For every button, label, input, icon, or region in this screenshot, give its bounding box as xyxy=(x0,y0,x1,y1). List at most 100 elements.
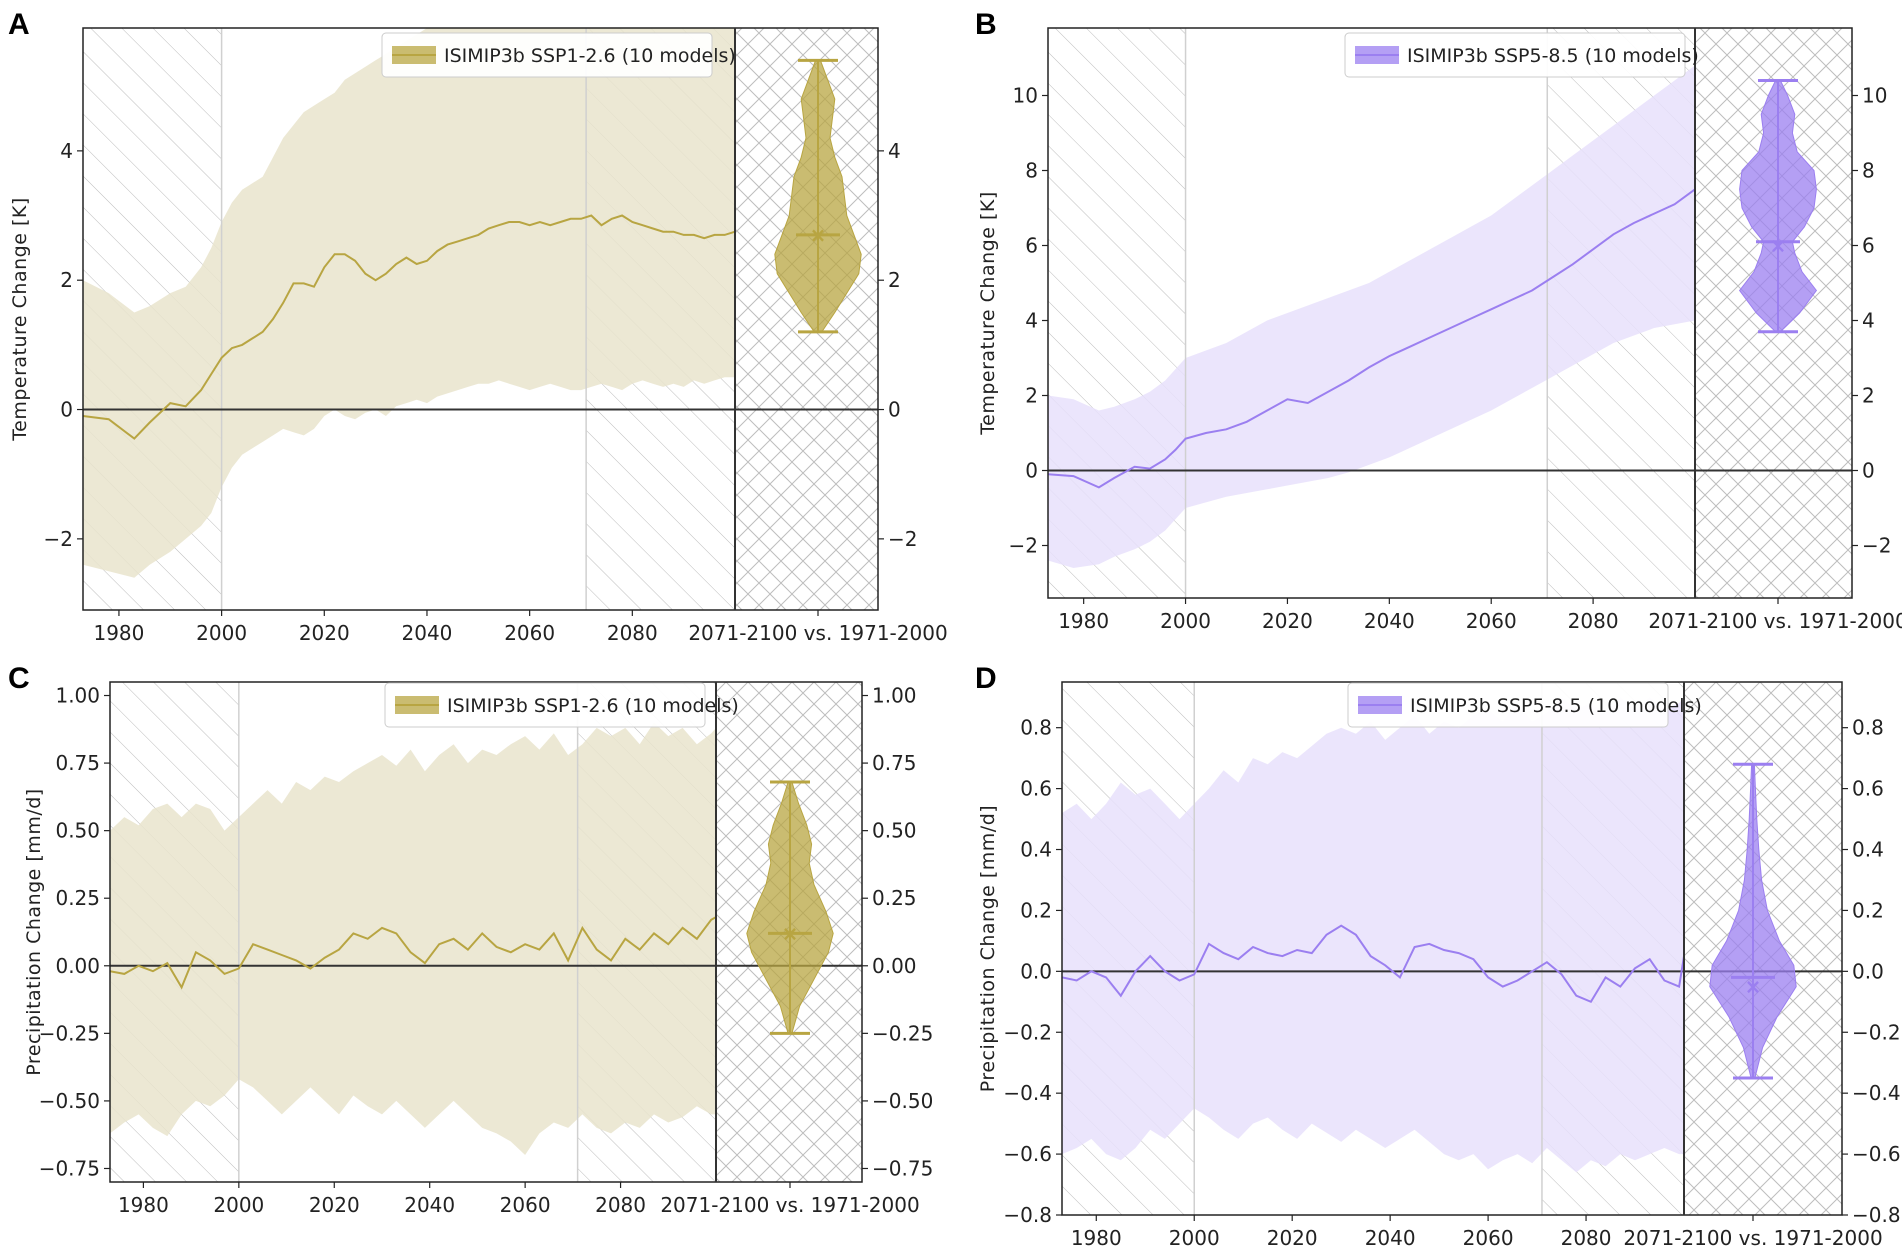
x-tick-label: 2000 xyxy=(196,621,247,645)
comparison-label: 2071-2100 vs. 1971-2000 xyxy=(660,1193,919,1217)
x-tick-label: 2000 xyxy=(1169,1226,1220,1250)
axes-frame xyxy=(1047,27,1853,599)
plot-area xyxy=(1062,682,1842,1215)
x-tick-label: 2080 xyxy=(1561,1226,1612,1250)
y-tick-label-right: −0.2 xyxy=(1852,1020,1901,1044)
y-tick-label-right: −0.75 xyxy=(872,1156,933,1180)
legend-box xyxy=(381,32,713,78)
x-tick-label: 2000 xyxy=(1160,609,1211,633)
uncertainty-band xyxy=(1062,697,1684,1173)
y-tick-label: −2 xyxy=(44,527,73,551)
comparison-label: 2071-2100 vs. 1971-2000 xyxy=(1648,609,1902,633)
y-tick-label: 0.6 xyxy=(1020,777,1052,801)
x-tick-label: 1980 xyxy=(1071,1226,1122,1250)
y-tick-label: 0.8 xyxy=(1020,716,1052,740)
y-tick-label: 6 xyxy=(1025,234,1038,258)
x-tick-label: 2020 xyxy=(1262,609,1313,633)
y-tick-label-right: 0 xyxy=(1862,459,1875,483)
plot-area xyxy=(83,28,878,610)
y-tick-label-right: −2 xyxy=(888,527,917,551)
comparison-label: 2071-2100 vs. 1971-2000 xyxy=(688,621,947,645)
y-tick-label-right: −0.50 xyxy=(872,1089,933,1113)
violin-mean-marker: × xyxy=(782,921,799,945)
y-tick-label: −2 xyxy=(1009,534,1038,558)
y-axis-title: Precipitation Change [mm/d] xyxy=(23,788,45,1075)
panel-a: ×1980 2000 2020 2040 2060 2080 2071-2100 vs. 1… xyxy=(8,8,948,645)
legend: ISIMIP3b SSP1-2.6 (10 models) xyxy=(384,682,739,728)
y-tick-label: 0.50 xyxy=(55,819,100,843)
panel-label: D xyxy=(975,662,997,695)
ensemble-mean-line xyxy=(1062,924,1685,1004)
y-tick-label-right: 0.50 xyxy=(872,819,917,843)
x-tick-label: 1980 xyxy=(118,1193,169,1217)
y-tick-label-right: 4 xyxy=(1862,309,1875,333)
y-tick-label-right: 10 xyxy=(1862,84,1887,108)
legend-box xyxy=(1344,32,1686,78)
legend-label: ISIMIP3b SSP5-8.5 (10 models) xyxy=(1410,695,1702,717)
y-tick-label-right: 0.00 xyxy=(872,954,917,978)
y-tick-label: −0.75 xyxy=(39,1156,100,1180)
x-tick-label: 2020 xyxy=(309,1193,360,1217)
x-tick-label: 1980 xyxy=(1058,609,1109,633)
y-tick-label: −0.25 xyxy=(39,1021,100,1045)
panel-label: A xyxy=(8,8,30,41)
y-tick-label: 0.25 xyxy=(55,886,100,910)
y-tick-label: −0.8 xyxy=(1003,1203,1052,1227)
x-tick-label: 2000 xyxy=(213,1193,264,1217)
y-tick-label-right: −0.4 xyxy=(1852,1081,1901,1105)
axes-frame xyxy=(1061,681,1843,1216)
y-tick-label-right: 0.6 xyxy=(1852,777,1884,801)
y-axis-title: Temperature Change [K] xyxy=(9,197,31,441)
legend: ISIMIP3b SSP5-8.5 (10 models) xyxy=(1347,682,1702,728)
legend-box xyxy=(1347,682,1669,728)
y-tick-label: 0.75 xyxy=(55,751,100,775)
legend-box xyxy=(384,682,706,728)
ensemble-mean-line xyxy=(83,214,736,440)
y-tick-label: 10 xyxy=(1013,84,1038,108)
y-tick-label: 0.4 xyxy=(1020,838,1052,862)
y-tick-label: −0.2 xyxy=(1003,1020,1052,1044)
axes-frame xyxy=(109,681,863,1183)
x-tick-label: 2040 xyxy=(404,1193,455,1217)
y-tick-label-right: 1.00 xyxy=(872,684,917,708)
y-tick-label-right: 0.0 xyxy=(1852,959,1884,983)
y-tick-label-right: 2 xyxy=(888,268,901,292)
legend-label: ISIMIP3b SSP1-2.6 (10 models) xyxy=(444,45,736,67)
y-axis-title: Temperature Change [K] xyxy=(977,191,999,435)
y-tick-label: −0.4 xyxy=(1003,1081,1052,1105)
x-tick-label: 2080 xyxy=(595,1193,646,1217)
legend-label: ISIMIP3b SSP1-2.6 (10 models) xyxy=(447,695,739,717)
y-tick-label: 0.00 xyxy=(55,954,100,978)
x-tick-label: 1980 xyxy=(93,621,144,645)
y-tick-label: 4 xyxy=(60,139,73,163)
y-tick-label: 0 xyxy=(60,398,73,422)
y-axis-title: Precipitation Change [mm/d] xyxy=(977,805,999,1092)
y-tick-label-right: −0.6 xyxy=(1852,1142,1901,1166)
y-tick-label: 0 xyxy=(1025,459,1038,483)
panel-c: × 1980 2000 2020 2040 2060 2080 2071-2100 vs. 1… xyxy=(8,662,933,1217)
violin-mean-marker: × xyxy=(1745,975,1762,999)
uncertainty-band xyxy=(83,28,735,578)
y-tick-label-right: 0.25 xyxy=(872,886,917,910)
y-tick-label-right: 8 xyxy=(1862,159,1875,183)
panel-label: B xyxy=(975,8,997,41)
y-tick-label: 0.0 xyxy=(1020,959,1052,983)
violin-mean-marker: × xyxy=(1770,234,1787,258)
y-tick-label: 2 xyxy=(60,268,73,292)
y-tick-label-right: 0 xyxy=(888,398,901,422)
legend: ISIMIP3b SSP5-8.5 (10 models) xyxy=(1344,32,1699,78)
plot-area xyxy=(1048,28,1852,598)
x-tick-label: 2080 xyxy=(1568,609,1619,633)
y-tick-label-right: 4 xyxy=(888,139,901,163)
y-tick-label-right: 0.4 xyxy=(1852,838,1884,862)
y-tick-label: 2 xyxy=(1025,384,1038,408)
comparison-label: 2071-2100 vs. 1971-2000 xyxy=(1623,1226,1882,1250)
y-tick-label: 8 xyxy=(1025,159,1038,183)
panel-b: ×1980 2000 2020 2040 2060 2080 2071-2100 vs. 1… xyxy=(975,8,1902,633)
x-tick-label: 2080 xyxy=(607,621,658,645)
y-tick-label-right: −0.25 xyxy=(872,1021,933,1045)
y-tick-label-right: 0.75 xyxy=(872,751,917,775)
x-tick-label: 2060 xyxy=(504,621,555,645)
plot-area xyxy=(110,682,862,1182)
